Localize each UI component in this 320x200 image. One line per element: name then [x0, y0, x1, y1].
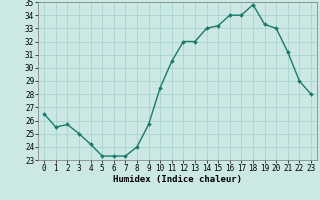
X-axis label: Humidex (Indice chaleur): Humidex (Indice chaleur)	[113, 175, 242, 184]
